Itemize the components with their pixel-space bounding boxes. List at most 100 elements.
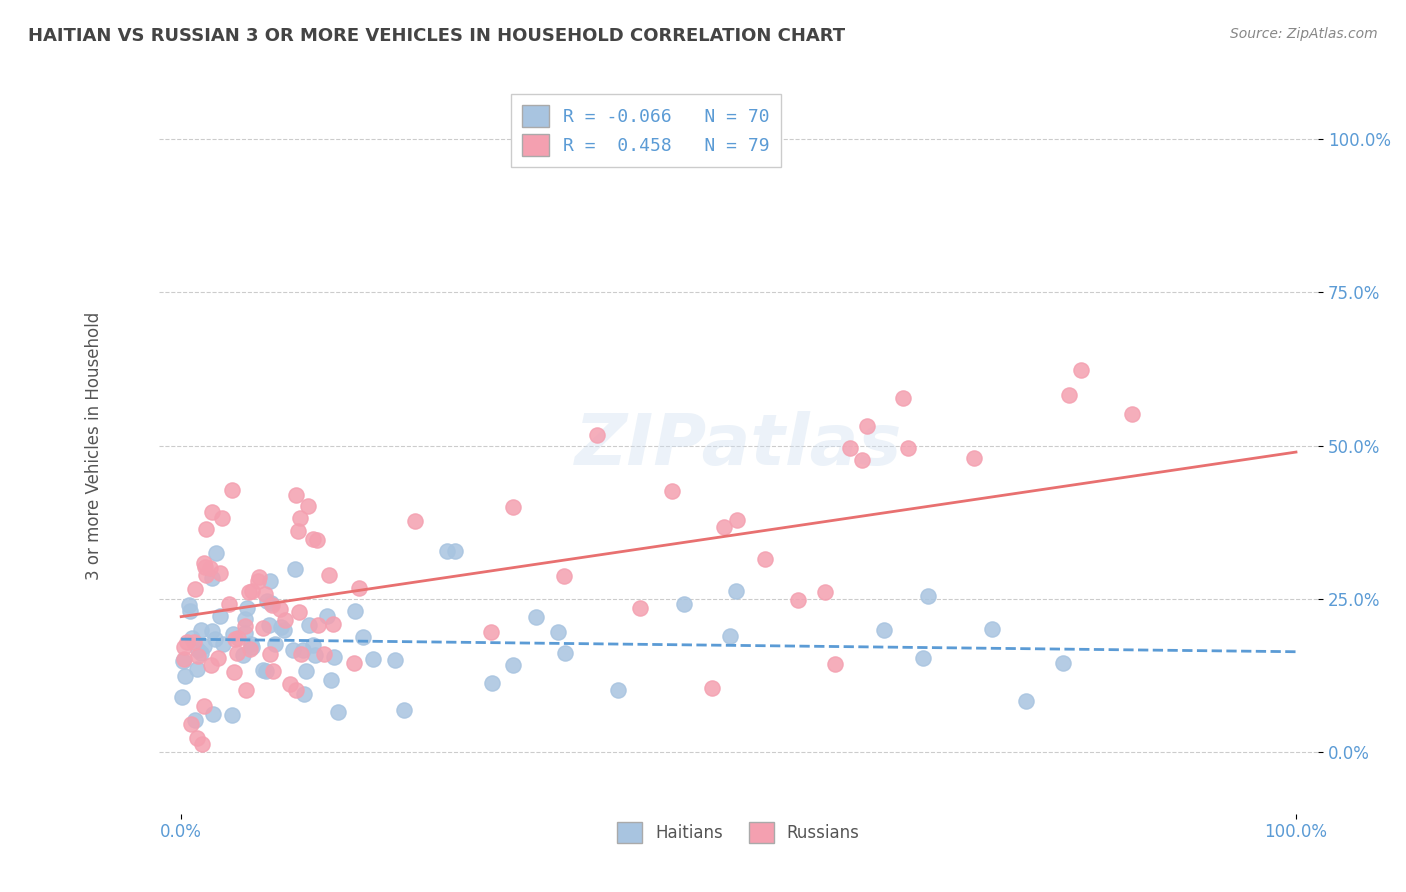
Point [235,683,257,698]
Point [201,505,224,519]
Point [392,703,415,717]
Point [190,623,212,637]
Point [253,587,276,601]
Point [713,520,735,534]
Point [262,664,284,678]
Point [201,624,224,638]
Point [361,652,384,666]
Text: Source: ZipAtlas.com: Source: ZipAtlas.com [1230,27,1378,41]
Point [221,483,243,497]
Point [554,646,576,660]
Point [222,627,245,641]
Point [661,483,683,498]
Point [343,656,366,670]
Point [298,618,321,632]
Point [1015,694,1038,708]
Point [194,568,217,582]
Point [252,663,274,677]
Point [256,594,278,608]
Point [179,604,201,618]
Point [221,708,243,723]
Point [269,601,291,615]
Point [204,632,226,646]
Point [318,567,340,582]
Point [917,590,939,604]
Point [443,544,465,558]
Point [404,514,426,528]
Point [700,681,723,695]
Point [290,511,312,525]
Point [198,561,221,575]
Point [190,646,212,660]
Point [179,599,201,613]
Point [672,597,695,611]
Legend: R = -0.066   N = 70, R =  0.458   N = 79: R = -0.066 N = 70, R = 0.458 N = 79 [510,94,780,167]
Point [193,699,215,714]
Point [316,608,339,623]
Point [278,677,301,691]
Point [754,552,776,566]
Point [191,737,214,751]
Point [209,566,232,580]
Point [824,657,846,672]
Point [288,605,311,619]
Point [239,641,262,656]
Point [553,568,575,582]
Point [264,637,287,651]
Point [1059,388,1081,402]
Point [891,391,914,405]
Point [297,499,319,513]
Point [208,608,231,623]
Text: HAITIAN VS RUSSIAN 3 OR MORE VEHICLES IN HOUSEHOLD CORRELATION CHART: HAITIAN VS RUSSIAN 3 OR MORE VEHICLES IN… [28,27,845,45]
Point [287,524,309,539]
Point [322,616,344,631]
Point [855,419,877,434]
Point [725,583,748,598]
Point [222,665,245,679]
Point [479,624,502,639]
Point [347,581,370,595]
Point [254,664,277,678]
Point [233,619,256,633]
Point [259,647,281,661]
Point [352,630,374,644]
Point [628,601,651,615]
Point [292,687,315,701]
Point [194,522,217,536]
Point [524,610,547,624]
Point [186,662,208,676]
Point [718,629,741,643]
Point [173,651,195,665]
Point [180,716,202,731]
Point [343,604,366,618]
Point [284,562,307,576]
Point [481,676,503,690]
Point [186,731,208,746]
Y-axis label: 3 or more Vehicles in Household: 3 or more Vehicles in Household [86,311,103,580]
Point [502,500,524,515]
Point [183,635,205,649]
Text: ZIPatlas: ZIPatlas [575,411,903,480]
Point [980,622,1002,636]
Point [319,673,342,688]
Point [284,488,307,502]
Point [226,646,249,660]
Point [1121,408,1143,422]
Point [193,556,215,570]
Point [211,637,233,651]
Point [322,649,344,664]
Point [224,632,246,646]
Point [1070,363,1092,377]
Point [285,683,308,698]
Point [851,453,873,467]
Point [184,714,207,728]
Point [239,637,262,651]
Point [207,651,229,665]
Point [184,582,207,596]
Point [963,451,986,466]
Point [290,647,312,661]
Point [218,597,240,611]
Point [181,631,204,645]
Point [307,618,329,632]
Point [205,546,228,560]
